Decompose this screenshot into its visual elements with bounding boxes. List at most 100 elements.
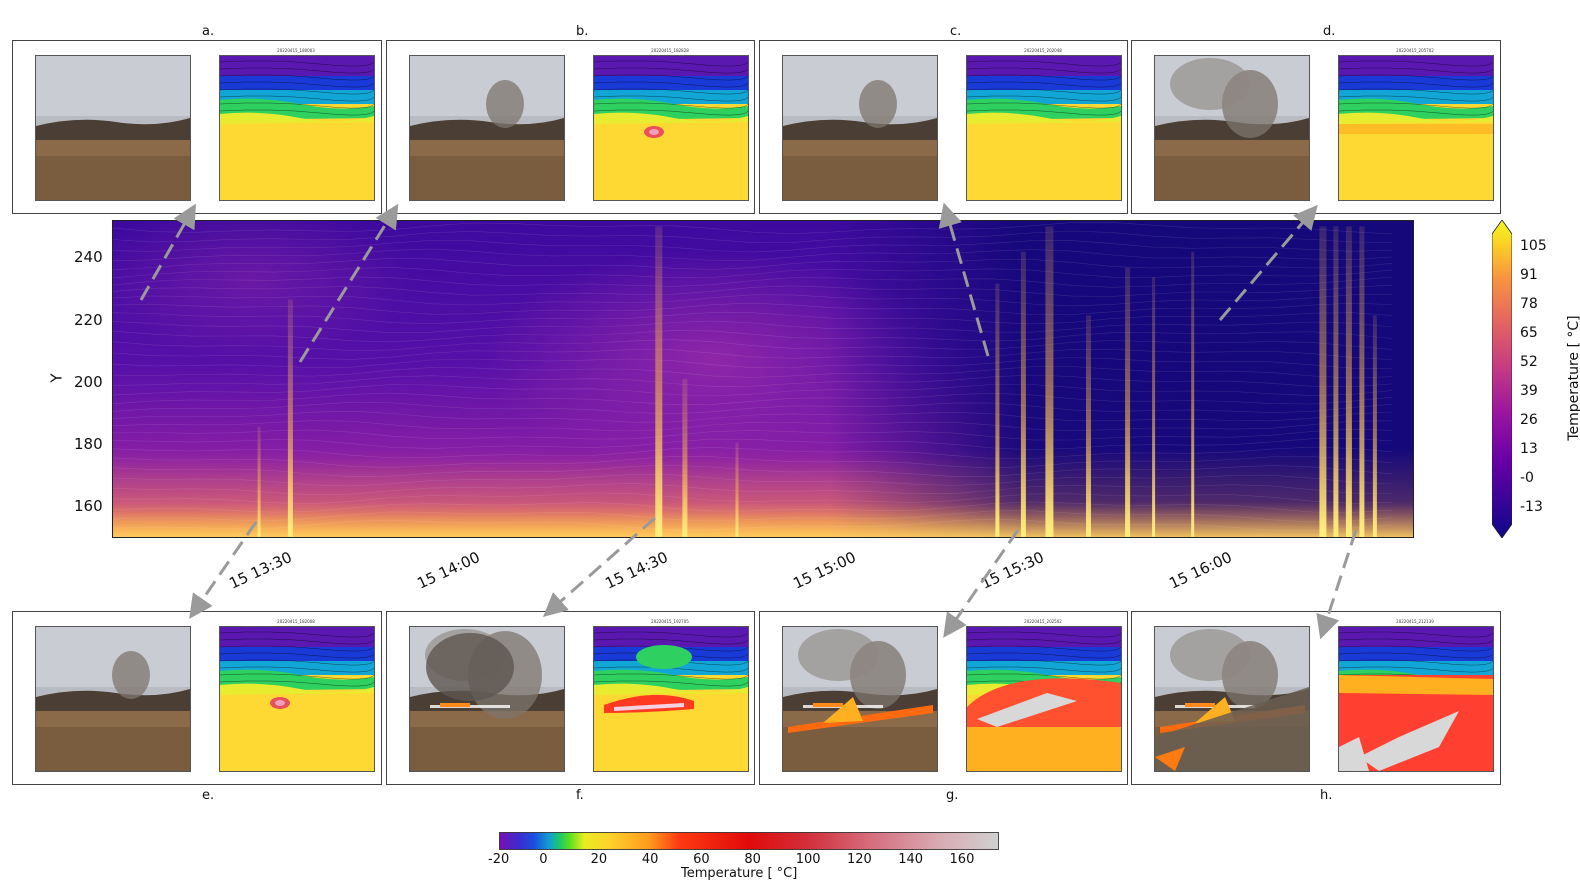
panel-e-thermal [219,626,375,772]
panel-c-thermal [966,55,1122,201]
bottom-colorbar-label: Temperature [ °C] [681,866,798,881]
cb-tick-0: -0 [1520,470,1534,486]
hot-streak [1086,315,1091,538]
x-tick-1500: 15 15:00 [790,548,859,593]
panel-g-photo [782,626,938,772]
bottom-cb-tick: -20 [488,852,510,867]
hot-streak [735,442,739,538]
ground-warm-band [112,448,1414,538]
bottom-colorbar [499,832,999,850]
hot-streak [1333,226,1339,538]
panel-e-letter: e. [202,788,215,803]
bottom-cb-tick: 60 [693,852,710,867]
contour-line [112,230,1393,243]
panel-e-thermal-title: 20220415_182008 [277,619,315,624]
y-tick-180: 180 [74,435,103,453]
panel-d-thermal [1338,55,1494,201]
y-tick-160: 160 [74,497,103,515]
right-colorbar [1492,220,1512,538]
panel-b-photo [409,55,565,201]
panel-b: 20220415_182828 [386,40,755,214]
panel-h-letter: h. [1320,788,1333,803]
contour-line [112,248,1393,262]
cb-tick-91: 91 [1520,267,1538,283]
panel-a-thermal-title: 20220415_180003 [277,48,315,53]
y-tick-200: 200 [74,373,103,391]
panel-c-photo [782,55,938,201]
contour-line [112,267,1393,279]
cb-tick-78: 78 [1520,296,1538,312]
hot-streak [995,283,1000,538]
hot-streak [1191,251,1195,538]
x-tick-1530: 15 15:30 [978,548,1047,593]
x-tick-1400: 15 14:00 [414,548,483,593]
panel-a-letter: a. [202,24,215,39]
panel-h-photo [1154,626,1310,772]
panel-b-thermal [593,55,749,201]
hot-streak [1359,226,1365,538]
panel-g: 20220415_202502 [759,611,1128,785]
bottom-cb-tick: 120 [846,852,872,867]
hot-streak [1319,226,1327,538]
hot-streak [1345,226,1352,538]
panel-b-thermal-title: 20220415_182828 [651,48,689,53]
hot-streak [682,379,688,538]
panel-h-thermal-title: 20220415_212139 [1396,619,1434,624]
panel-d-photo [1154,55,1310,201]
panel-c: 20220415_202048 [759,40,1128,214]
cb-tick-39: 39 [1520,383,1538,399]
panel-e: 20220415_182008 [12,611,382,785]
panel-d-letter: d. [1323,24,1336,39]
panel-h-thermal [1338,626,1494,772]
hot-streak [287,299,293,538]
bottom-cb-tick: 20 [590,852,608,867]
cb-tick-neg13: -13 [1520,499,1543,515]
bottom-cb-tick: 100 [795,852,821,867]
panel-f-photo [409,626,565,772]
bottom-cb-tick: 140 [898,852,924,867]
panel-d-thermal-title: 20220415_205702 [1396,48,1434,53]
cb-tick-52: 52 [1520,354,1538,370]
panel-g-thermal [966,626,1122,772]
hot-streak [1372,315,1377,538]
main-heatmap [112,220,1414,538]
contour-line [112,239,1393,253]
cb-tick-26: 26 [1520,412,1538,428]
x-tick-1330: 15 13:30 [226,548,295,593]
heatmap-canvas [112,220,1414,538]
right-colorbar-label: Temperature [ °C] [1566,315,1580,441]
x-tick-1430: 15 14:30 [602,548,671,593]
contour-line [112,257,1393,271]
panel-f-thermal-title: 20220415_192705 [651,619,689,624]
panel-c-thermal-title: 20220415_202048 [1024,48,1062,53]
hot-streak [655,226,663,538]
panel-d: 20220415_205702 [1131,40,1501,214]
panel-a-photo [35,55,191,201]
bottom-cb-tick: 0 [539,852,548,867]
contour-line [112,276,1393,288]
bottom-cb-tick: 40 [641,852,659,867]
hot-streak [1125,267,1131,538]
panel-b-letter: b. [576,24,589,39]
x-tick-1600: 15 16:00 [1166,548,1235,593]
heatmap-frame [112,220,1414,538]
bottom-cb-tick: 160 [949,852,975,867]
cb-tick-13: 13 [1520,441,1538,457]
panel-f-letter: f. [576,788,584,803]
panel-c-letter: c. [950,24,962,39]
panel-a-thermal [219,55,375,201]
y-axis-label: Y [47,373,66,383]
contour-line [112,284,1393,297]
panel-e-photo [35,626,191,772]
panel-g-thermal-title: 20220415_202502 [1024,619,1062,624]
panel-h: 20220415_212139 [1131,611,1501,785]
cb-tick-65: 65 [1520,325,1538,341]
panel-a: 20220415_180003 [12,40,382,214]
panel-f-thermal [593,626,749,772]
y-tick-240: 240 [74,248,103,266]
contour-line [112,293,1393,307]
cb-tick-105: 105 [1520,238,1547,254]
bottom-cb-tick: 80 [744,852,761,867]
hot-streak [1020,251,1026,538]
panel-g-letter: g. [946,788,959,803]
